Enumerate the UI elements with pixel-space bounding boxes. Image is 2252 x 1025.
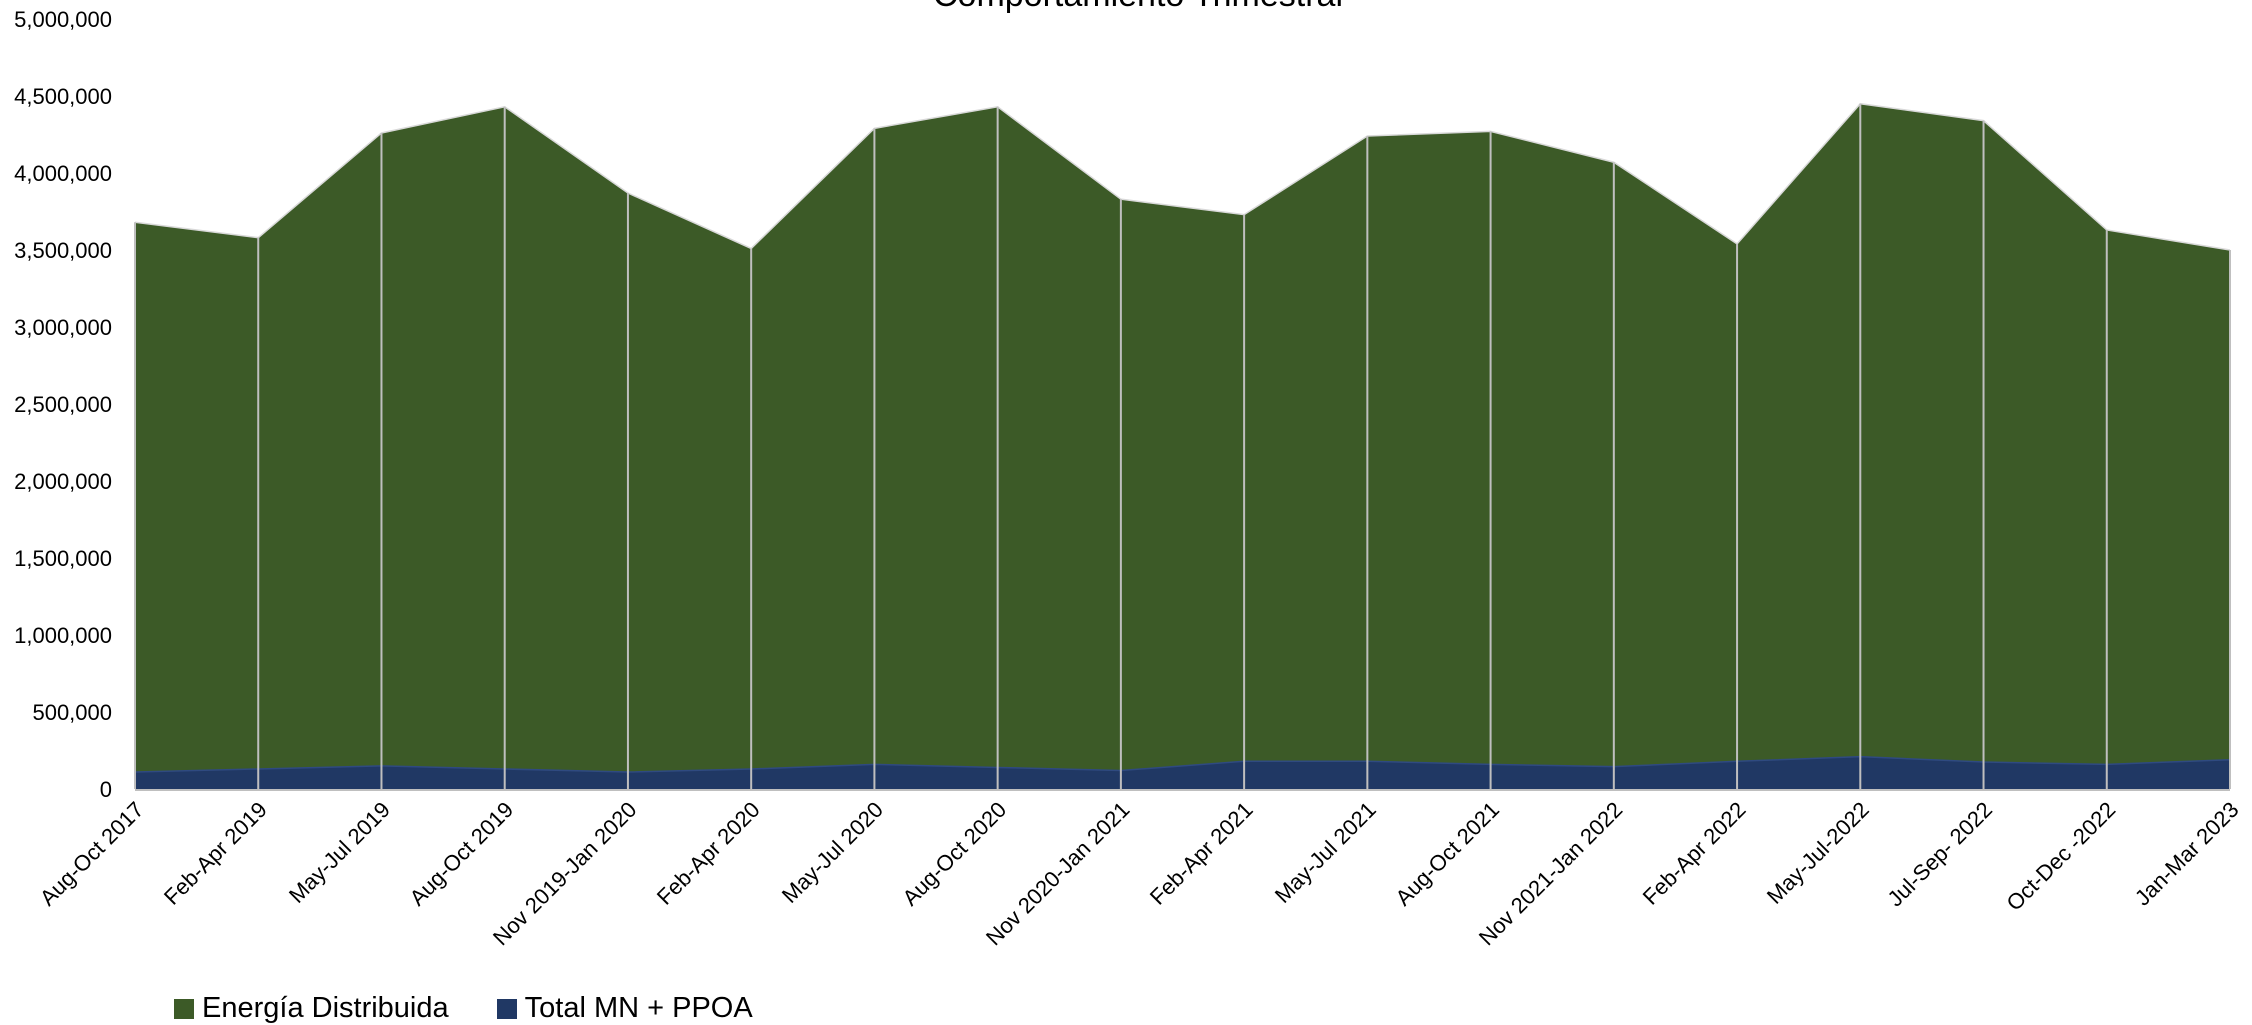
x-tick-label: Jul-Sep- 2022 bbox=[1883, 797, 1998, 912]
legend-label-energia: Energía Distribuida bbox=[202, 992, 449, 1024]
area-series-0 bbox=[135, 103, 2230, 789]
y-tick-label: 2,500,000 bbox=[14, 392, 112, 417]
y-tick-label: 3,000,000 bbox=[14, 315, 112, 340]
x-tick-label: May-Jul 2019 bbox=[284, 797, 395, 908]
y-tick-label: 4,500,000 bbox=[14, 84, 112, 109]
x-tick-label: Aug-Oct 2020 bbox=[898, 797, 1012, 911]
x-tick-label: May-Jul 2021 bbox=[1270, 797, 1381, 908]
x-tick-label: Oct-Dec -2022 bbox=[2001, 797, 2120, 916]
x-tick-label: May-Jul-2022 bbox=[1762, 797, 1874, 909]
legend-item-energia: Energía Distribuida bbox=[174, 992, 449, 1025]
y-tick-label: 5,000,000 bbox=[14, 7, 112, 32]
x-tick-label: Aug-Oct 2017 bbox=[35, 797, 149, 911]
legend-item-total: Total MN + PPOA bbox=[496, 992, 753, 1025]
legend-swatch-energia bbox=[174, 998, 194, 1019]
y-tick-label: 500,000 bbox=[32, 700, 112, 725]
y-tick-label: 1,500,000 bbox=[14, 546, 112, 571]
legend-swatch-total bbox=[496, 998, 517, 1019]
y-axis: 0 500,000 1,000,000 1,500,000 2,000,000 2,500… bbox=[14, 7, 112, 802]
plot-area bbox=[134, 102, 2231, 789]
x-tick-label: May-Jul 2020 bbox=[777, 797, 888, 908]
x-tick-label: Feb-Apr 2020 bbox=[652, 797, 765, 910]
x-tick-label: Feb-Apr 2019 bbox=[159, 797, 272, 910]
y-tick-label: 2,000,000 bbox=[14, 469, 112, 494]
y-tick-label: 4,000,000 bbox=[14, 161, 112, 186]
x-tick-label: Feb-Apr 2021 bbox=[1145, 797, 1258, 910]
y-tick-label: 3,500,000 bbox=[14, 238, 112, 263]
drop-lines bbox=[134, 103, 2231, 789]
chart-title: Comportamiento Trimestral bbox=[933, 0, 1343, 14]
x-tick-label: Aug-Oct 2021 bbox=[1390, 797, 1504, 911]
y-tick-label: 0 bbox=[100, 777, 112, 802]
x-tick-label: Jan-Mar 2023 bbox=[2130, 797, 2244, 911]
legend-label-total: Total MN + PPOA bbox=[524, 992, 753, 1024]
area-series-1 bbox=[135, 756, 2230, 789]
x-tick-label: Aug-Oct 2019 bbox=[405, 797, 519, 911]
x-tick-label: Feb-Apr 2022 bbox=[1638, 797, 1751, 910]
x-axis: Aug-Oct 2017 Feb-Apr 2019 May-Jul 2019 Aug-… bbox=[35, 797, 2244, 950]
area-edge-0 bbox=[134, 102, 2231, 251]
legend: Energía Distribuida Total MN + PPOA bbox=[174, 992, 753, 1025]
area-edge-1 bbox=[134, 755, 2231, 773]
y-tick-label: 1,000,000 bbox=[14, 623, 112, 648]
